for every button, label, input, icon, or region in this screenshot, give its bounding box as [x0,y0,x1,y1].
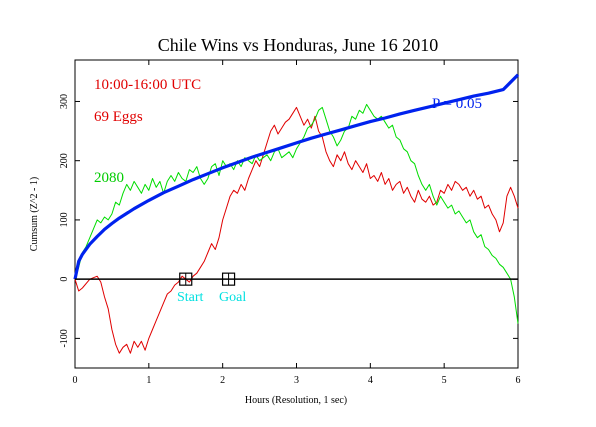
y-tick-label: 300 [59,94,70,109]
y-tick-label: 200 [59,153,70,168]
x-tick-label: 2 [220,375,225,386]
x-tick-label: 1 [146,375,151,386]
marker-goal [221,272,236,286]
x-tick-label: 5 [442,375,447,386]
x-tick-label: 4 [368,375,373,386]
time-range-annotation: 10:00-16:00 UTC [94,77,201,93]
start-label: Start [177,290,204,305]
x-tick-label: 0 [73,375,78,386]
marker-start [179,272,193,286]
x-axis-label: Hours (Resolution, 1 sec) [245,395,347,406]
p-value-annotation: P = 0.05 [432,96,482,112]
y-axis-label: Cumsum (Z^2 - 1) [29,177,40,251]
eggs-annotation: 69 Eggs [94,109,143,125]
series-line-1 [74,103,519,324]
x-tick-label: 6 [516,375,521,386]
axes: 0 1 2 3 4 5 6 -100 0 100 200 300 [59,60,521,386]
y-tick-label: 0 [59,277,70,282]
y-tick-label: -100 [59,329,70,347]
y-tick-label: 100 [59,212,70,227]
goal-label: Goal [219,290,246,305]
x-tick-label: 3 [294,375,299,386]
chart-title: Chile Wins vs Honduras, June 16 2010 [158,35,438,55]
series-line-0 [74,106,519,354]
markers [179,272,236,286]
seconds-annotation: 2080 [94,170,124,186]
series-lines [73,73,520,354]
series-line-2 [73,73,520,280]
